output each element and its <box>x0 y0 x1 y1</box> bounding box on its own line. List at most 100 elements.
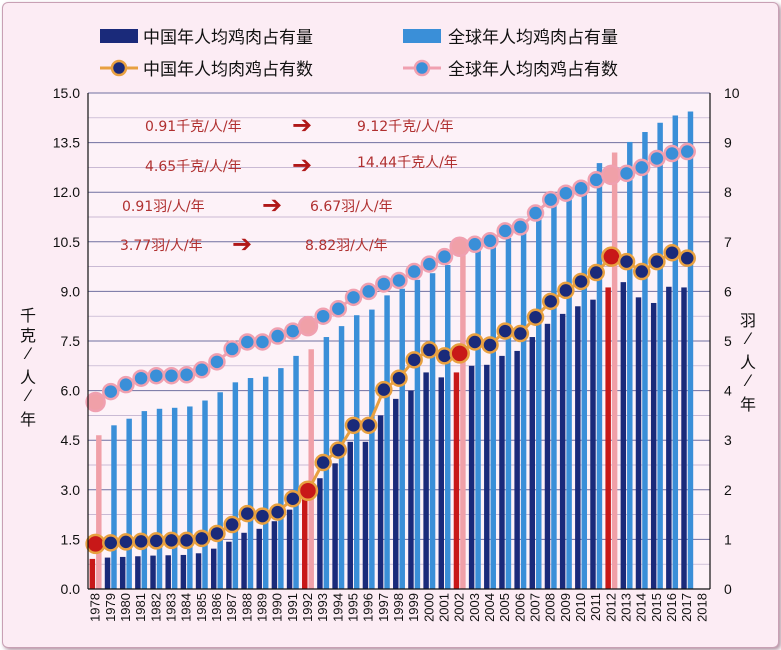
bar-world-meat <box>611 152 618 589</box>
x-tick-label: 1985 <box>194 593 209 622</box>
point-world-count <box>541 190 560 209</box>
x-tick-label: 1994 <box>330 593 345 622</box>
bar-world-meat <box>156 408 163 589</box>
bar-world-meat <box>490 243 496 589</box>
x-tick-label: 2016 <box>664 593 679 622</box>
bar-china-meat <box>195 553 202 589</box>
bar-world-meat <box>247 378 254 589</box>
point-world-count <box>132 369 150 387</box>
bar-china-meat <box>666 286 672 589</box>
bar-world-meat <box>475 245 481 589</box>
x-tick-label: 1981 <box>133 593 148 622</box>
x-tick-label: 1984 <box>179 593 194 622</box>
point-china-count <box>268 503 287 521</box>
y-right-tick-label: 8 <box>724 184 732 200</box>
bar-china-meat <box>347 441 353 589</box>
point-china-count <box>147 532 166 550</box>
bar-world-meat <box>627 141 633 589</box>
bar-china-meat <box>286 509 293 589</box>
annotation-4-to: 8.82羽/人/年 <box>305 238 388 254</box>
bar-china-meat <box>681 287 687 589</box>
bar-china-meat <box>302 496 308 589</box>
bar-china-meat <box>650 302 657 589</box>
point-china-count <box>253 507 272 525</box>
bar-china-meat <box>484 364 490 589</box>
point-world-count <box>466 235 484 254</box>
y-right-tick-label: 3 <box>724 432 732 448</box>
point-world-count <box>329 300 348 318</box>
bar-china-meat <box>453 372 460 589</box>
point-world-count <box>390 271 408 290</box>
y-left-tick-label: 7.5 <box>61 333 81 349</box>
bar-world-meat <box>217 392 223 589</box>
y-right-tick-label: 2 <box>724 482 732 498</box>
bar-china-meat <box>226 541 232 589</box>
point-world-count <box>405 262 423 281</box>
point-world-count <box>85 391 106 413</box>
y-right-tick-label: 0 <box>724 581 732 597</box>
point-china-count <box>572 272 590 291</box>
x-tick-label: 2000 <box>421 593 436 622</box>
bar-china-meat <box>393 398 399 589</box>
bar-world-meat <box>687 111 694 589</box>
point-world-count <box>557 184 575 202</box>
point-world-count <box>375 275 393 293</box>
legend-swatch-china-meat <box>100 29 138 43</box>
bar-china-meat <box>150 555 156 589</box>
point-world-count <box>253 333 272 351</box>
bar-world-meat <box>672 115 679 589</box>
legend-label-world-meat: 全球年人均鸡肉占有量 <box>448 28 618 48</box>
annotation-3-from: 0.91羽/人/年 <box>122 199 205 215</box>
point-world-count <box>177 365 196 384</box>
x-tick-label: 1987 <box>224 593 239 622</box>
x-tick-label: 2001 <box>437 593 452 622</box>
point-china-count <box>314 453 332 472</box>
legend: 中国年人均鸡肉占有量 全球年人均鸡肉占有量 中国年人均肉鸡占有数 全球年人均肉鸡… <box>100 28 618 80</box>
bar-china-meat <box>256 528 262 589</box>
bar-china-meat <box>165 555 171 589</box>
point-china-count <box>162 531 181 550</box>
point-china-count <box>329 441 348 459</box>
bar-world-meat <box>308 349 314 589</box>
annotation-1-from: 0.91千克/人/年 <box>145 119 242 135</box>
bar-world-meat <box>642 132 648 589</box>
bar-world-meat <box>429 273 436 589</box>
point-world-count <box>526 204 545 222</box>
bar-china-meat <box>529 337 536 589</box>
bar-world-meat <box>520 231 527 589</box>
point-world-count <box>359 282 378 301</box>
x-tick-label: 2015 <box>649 593 664 622</box>
point-world-count <box>648 149 666 168</box>
point-world-count <box>223 340 241 358</box>
x-tick-label: 1982 <box>148 593 163 622</box>
bar-world-meat <box>414 279 421 589</box>
point-china-count <box>466 333 484 351</box>
x-tick-label: 2008 <box>543 593 558 622</box>
annotation-2-from: 4.65千克/人/年 <box>145 159 242 175</box>
point-world-count <box>511 218 530 236</box>
x-tick-label: 2018 <box>694 593 709 622</box>
bar-china-meat <box>119 556 126 589</box>
point-world-count <box>162 366 181 385</box>
x-tick-label: 1989 <box>254 593 269 622</box>
bar-world-meat <box>384 295 390 589</box>
y-left-tick-label: 13.5 <box>53 135 80 151</box>
bar-world-meat <box>460 255 466 589</box>
point-china-count <box>481 336 499 354</box>
point-world-count <box>297 315 319 337</box>
x-tick-label: 1990 <box>270 593 285 622</box>
bar-china-meat <box>104 557 111 589</box>
point-china-count <box>238 504 257 523</box>
bar-world-meat <box>657 122 663 589</box>
point-world-count <box>435 247 454 266</box>
y-left-tick-label: 0.0 <box>61 581 81 597</box>
bar-china-meat <box>575 306 581 589</box>
bar-china-meat <box>423 372 429 589</box>
bar-china-meat <box>544 323 551 589</box>
y-left-tick-label: 12.0 <box>53 184 80 200</box>
bar-world-meat <box>96 435 102 589</box>
point-china-count <box>344 416 363 435</box>
point-world-count <box>617 164 636 183</box>
bar-china-meat <box>362 441 369 589</box>
point-china-count <box>511 324 530 343</box>
